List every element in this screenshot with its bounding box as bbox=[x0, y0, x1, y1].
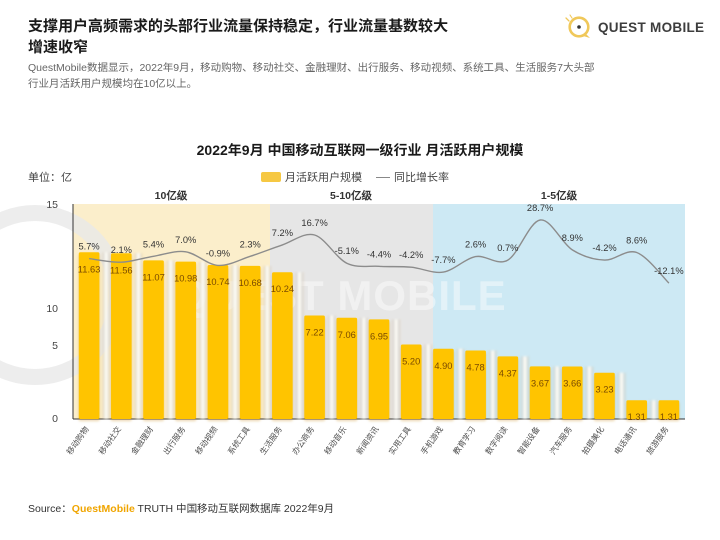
svg-text:10.24: 10.24 bbox=[271, 284, 294, 294]
svg-text:-4.2%: -4.2% bbox=[592, 243, 616, 253]
svg-text:7.0%: 7.0% bbox=[175, 235, 196, 245]
svg-text:7.22: 7.22 bbox=[306, 328, 324, 338]
svg-text:10: 10 bbox=[46, 303, 58, 315]
svg-text:10.74: 10.74 bbox=[206, 277, 229, 287]
svg-text:1-5亿级: 1-5亿级 bbox=[541, 189, 578, 202]
svg-text:拍摄美化: 拍摄美化 bbox=[580, 424, 607, 456]
svg-text:4.78: 4.78 bbox=[467, 363, 485, 373]
svg-text:教育学习: 教育学习 bbox=[451, 424, 478, 456]
svg-text:金融理财: 金融理财 bbox=[129, 424, 156, 456]
svg-text:11.63: 11.63 bbox=[78, 264, 101, 274]
svg-text:2.3%: 2.3% bbox=[240, 239, 261, 249]
svg-text:系统工具: 系统工具 bbox=[225, 424, 252, 456]
svg-text:数字阅读: 数字阅读 bbox=[483, 424, 510, 456]
svg-text:5: 5 bbox=[52, 340, 58, 352]
svg-text:15: 15 bbox=[46, 199, 58, 211]
svg-text:5-10亿级: 5-10亿级 bbox=[330, 189, 373, 202]
svg-text:3.66: 3.66 bbox=[563, 379, 581, 389]
svg-text:-12.1%: -12.1% bbox=[654, 266, 683, 276]
svg-text:5.7%: 5.7% bbox=[78, 242, 99, 252]
svg-text:移动音乐: 移动音乐 bbox=[322, 424, 349, 456]
svg-text:出行服务: 出行服务 bbox=[161, 424, 188, 456]
svg-text:移动社交: 移动社交 bbox=[96, 424, 123, 456]
svg-text:移动视频: 移动视频 bbox=[193, 424, 220, 456]
svg-text:3.67: 3.67 bbox=[531, 378, 549, 388]
svg-text:3.23: 3.23 bbox=[595, 385, 613, 395]
svg-text:-4.2%: -4.2% bbox=[399, 250, 423, 260]
svg-text:办公商务: 办公商务 bbox=[290, 424, 317, 456]
svg-text:5.4%: 5.4% bbox=[143, 239, 164, 249]
svg-text:8.9%: 8.9% bbox=[562, 233, 583, 243]
svg-text:10.98: 10.98 bbox=[174, 274, 197, 284]
svg-text:10.68: 10.68 bbox=[239, 278, 262, 288]
svg-text:7.2%: 7.2% bbox=[272, 228, 293, 238]
svg-text:11.56: 11.56 bbox=[110, 265, 133, 275]
svg-text:8.6%: 8.6% bbox=[626, 236, 647, 246]
svg-text:28.7%: 28.7% bbox=[527, 203, 553, 213]
svg-text:生活服务: 生活服务 bbox=[257, 424, 284, 456]
svg-text:汽车服务: 汽车服务 bbox=[547, 424, 574, 456]
svg-text:0: 0 bbox=[52, 413, 58, 425]
svg-text:5.20: 5.20 bbox=[402, 357, 420, 367]
svg-text:1.31: 1.31 bbox=[628, 412, 646, 422]
svg-text:智能设备: 智能设备 bbox=[515, 424, 542, 456]
svg-text:2.6%: 2.6% bbox=[465, 240, 486, 250]
svg-text:实用工具: 实用工具 bbox=[386, 424, 413, 456]
svg-text:11.07: 11.07 bbox=[142, 272, 165, 282]
svg-text:-7.7%: -7.7% bbox=[431, 255, 455, 265]
svg-text:移动购物: 移动购物 bbox=[64, 424, 91, 456]
svg-text:-4.4%: -4.4% bbox=[367, 249, 391, 259]
svg-text:手机游戏: 手机游戏 bbox=[418, 424, 445, 456]
svg-text:16.7%: 16.7% bbox=[301, 218, 327, 228]
svg-text:1.31: 1.31 bbox=[660, 412, 678, 422]
svg-text:6.95: 6.95 bbox=[370, 331, 388, 341]
svg-text:10亿级: 10亿级 bbox=[155, 189, 188, 202]
svg-text:4.37: 4.37 bbox=[499, 368, 517, 378]
svg-text:4.90: 4.90 bbox=[434, 361, 452, 371]
svg-text:新闻资讯: 新闻资讯 bbox=[354, 424, 381, 456]
svg-text:电话通讯: 电话通讯 bbox=[612, 424, 639, 456]
svg-text:-5.1%: -5.1% bbox=[335, 246, 359, 256]
svg-text:7.06: 7.06 bbox=[338, 330, 356, 340]
svg-text:旅游服务: 旅游服务 bbox=[644, 424, 671, 456]
svg-text:2.1%: 2.1% bbox=[111, 245, 132, 255]
svg-text:-0.9%: -0.9% bbox=[206, 248, 230, 258]
svg-text:0.7%: 0.7% bbox=[497, 243, 518, 253]
